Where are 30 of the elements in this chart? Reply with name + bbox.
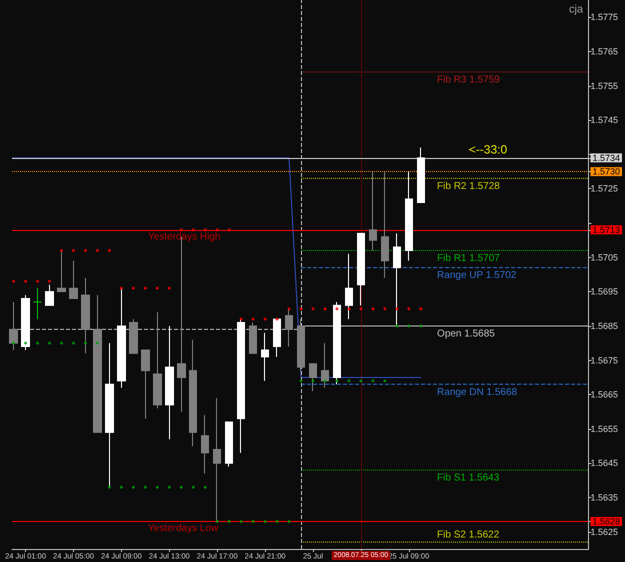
annotation: cja: [568, 4, 584, 16]
series-label: Fib R1 1.5707: [437, 252, 500, 264]
y-tick-label: 1.5734: [592, 152, 620, 163]
series-label: Open 1.5685: [437, 328, 496, 340]
y-tick-label: 1.5695: [590, 286, 618, 297]
annotation: <--33:0: [468, 142, 508, 157]
y-tick-label: 1.5665: [590, 390, 618, 400]
y-tick-label: 1.5675: [590, 355, 618, 366]
series-label: Range DN 1.5668: [437, 386, 518, 398]
y-tick-label: 1.5628: [592, 516, 620, 527]
y-tick-label: 1.5705: [590, 252, 618, 262]
y-tick-label: 1.5755: [590, 80, 618, 91]
y-tick-label: 1.5685: [590, 320, 618, 331]
y-tick-label: 1.5655: [590, 424, 618, 434]
y-tick-label: 1.5635: [590, 492, 618, 503]
ref-line-label: Yesterdays High: [148, 231, 220, 242]
y-tick-label: 1.5625: [590, 526, 618, 537]
y-tick-label: 1.5775: [590, 12, 618, 22]
y-tick-label: 1.5730: [592, 166, 620, 177]
series-label: Fib R3 1.5759: [437, 74, 500, 86]
y-tick-label: 1.5745: [590, 115, 618, 126]
series-label: Fib S2 1.5622: [437, 530, 500, 541]
y-tick-label: 1.5725: [590, 184, 618, 194]
y-tick-label: 1.5645: [590, 458, 618, 468]
y-tick-label: 1.5765: [590, 46, 618, 56]
y-tick-label: 1.5713: [592, 224, 620, 235]
series-label: Fib S1 1.5643: [437, 472, 500, 484]
ref-line-label: Yesterdays Low: [148, 523, 220, 534]
series-label: Range UP 1.5702: [437, 270, 517, 282]
series-label: Fib R2 1.5728: [437, 180, 500, 192]
